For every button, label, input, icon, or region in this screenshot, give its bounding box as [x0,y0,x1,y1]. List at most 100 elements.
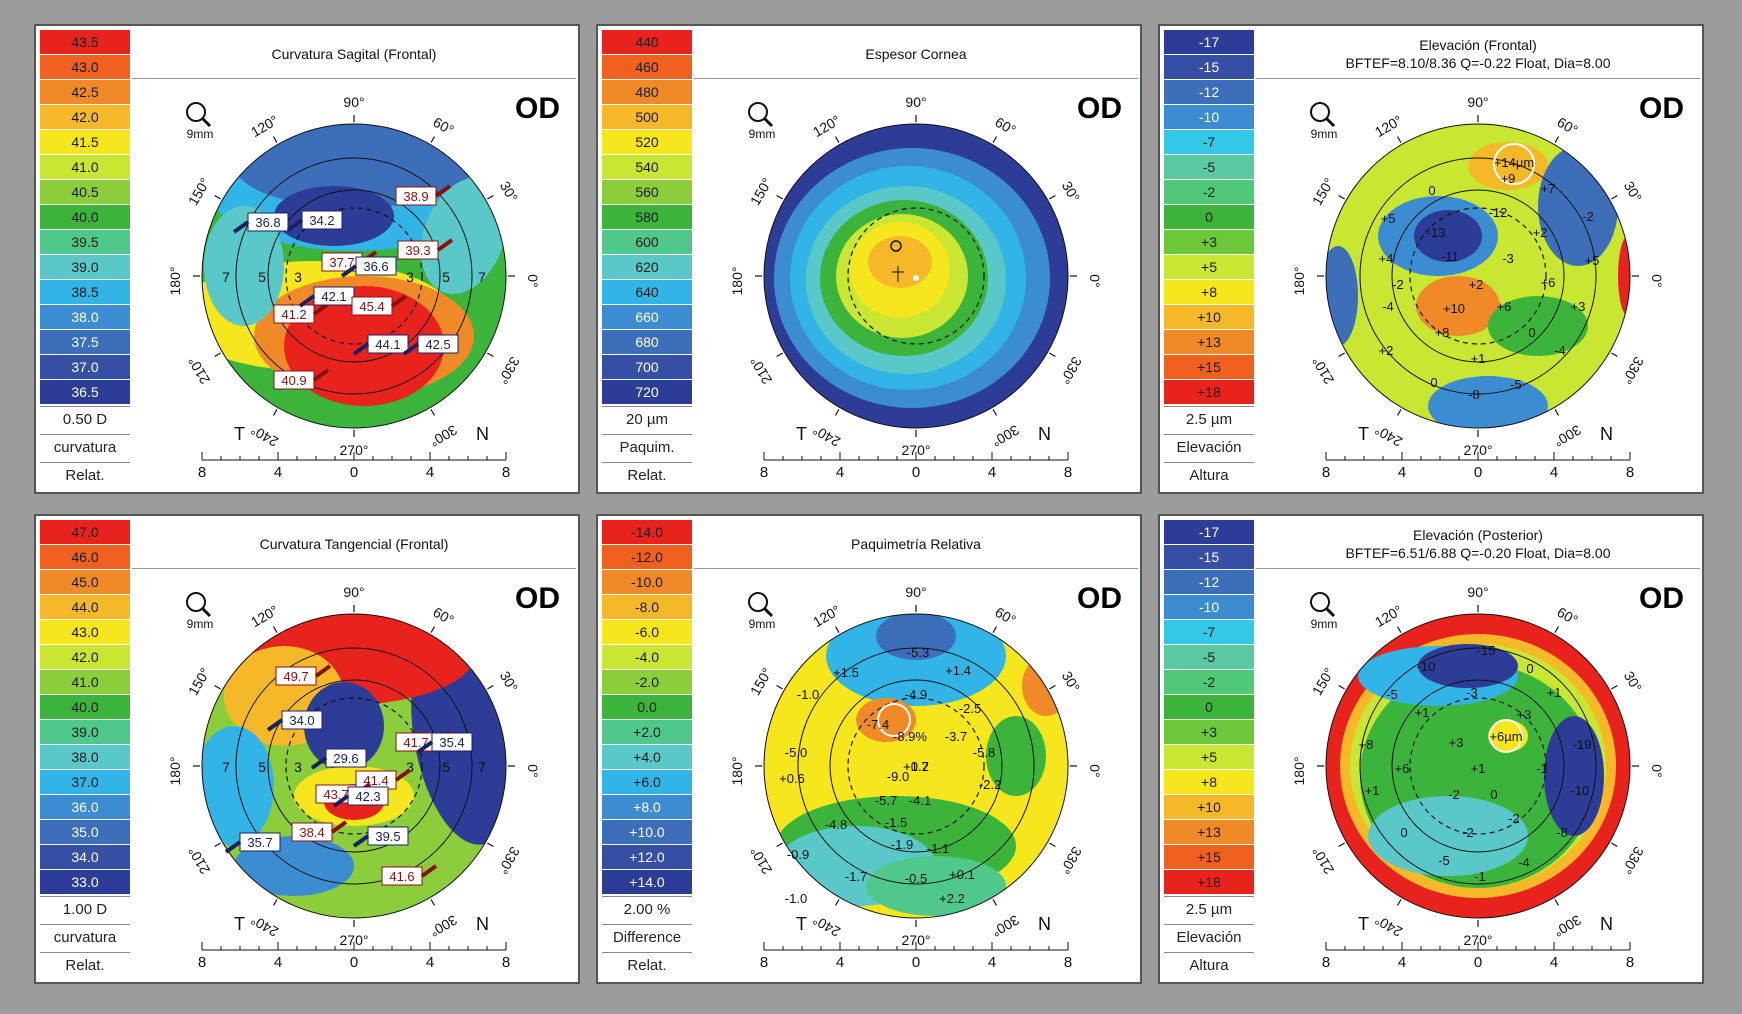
ruler-tick-label: 4 [274,954,282,971]
zoom-icon[interactable]: 9mm [186,592,214,631]
svg-text:+3: +3 [1517,707,1532,722]
angle-label: 300° [1551,422,1584,450]
map-value-label: 36.6 [340,256,397,278]
angle-label: 30° [1059,668,1083,694]
svg-text:-1: -1 [1536,761,1548,776]
map-panel[interactable]: -14.0 -12.0 -10.0 -8.0 -6.0 -4.0 -2.0 0.0 +2.0 +4… [596,514,1142,984]
angle-label: 30° [497,178,521,204]
map-value-label: -2.5 [959,701,981,716]
map-panel[interactable]: -17 -15 -12 -10 -7 -5 -2 0 +3 +5 +8 +10 +13 +15 +18 2.5… [1158,514,1704,984]
map-value-label: -5.8 [973,745,995,760]
legend-swatch: -5 [1164,155,1254,179]
svg-text:-5: -5 [1438,853,1450,868]
nasal-label: N [1038,424,1051,444]
svg-text:-4.1: -4.1 [909,793,931,808]
legend-swatch: -17 [1164,30,1254,54]
legend-swatch: 36.5 [40,380,130,404]
svg-text:35.4: 35.4 [439,735,464,750]
map-value-label: -1.0 [785,891,807,906]
legend-swatch: 560 [602,180,692,204]
angle-label: 150° [1309,665,1337,698]
angle-label: 120° [810,112,843,140]
legend-footer: Difference [602,924,692,951]
svg-text:9mm: 9mm [1311,127,1338,141]
map-value-label: 35.4 [416,732,473,754]
svg-text:-3.7: -3.7 [945,729,967,744]
angle-label: 300° [1551,912,1584,940]
map-value-label: +14µm [1494,155,1534,170]
topography-map: 90° 60° 30° 0° 330° 300° 270° 240° 210° 180° 150° 1… [167,582,560,971]
zoom-icon[interactable]: 9mm [1310,592,1338,631]
map-value-label: 0 [1400,825,1407,840]
svg-text:-2.5: -2.5 [959,701,981,716]
legend-swatch: 480 [602,80,692,104]
map-value-label: +10 [1443,301,1465,316]
svg-text:-4: -4 [1382,299,1394,314]
legend-swatch: 41.5 [40,130,130,154]
angle-label: 150° [1309,175,1337,208]
legend-swatch: 35.0 [40,820,130,844]
map-value-label: -15 [1477,643,1496,658]
angle-label: 240° [248,912,281,940]
ring-number: 7 [478,759,486,775]
legend-swatch: 45.0 [40,570,130,594]
legend-swatch: 500 [602,105,692,129]
zoom-icon[interactable]: 9mm [186,102,214,141]
map-value-label: 42.5 [402,334,459,356]
zoom-icon[interactable]: 9mm [1310,102,1338,141]
angle-label: 270° [1464,932,1493,948]
map-value-label: -3 [1502,251,1514,266]
ruler-tick-label: 4 [1398,464,1406,481]
map-value-label: -1 [1536,761,1548,776]
angle-label: 0° [1087,274,1103,287]
svg-text:35.7: 35.7 [247,835,272,850]
legend-footer: Relat. [40,462,130,489]
map-panel[interactable]: 47.0 46.0 45.0 44.0 43.0 42.0 41.0 40.0 39.0 38.0… [34,514,580,984]
zoom-icon[interactable]: 9mm [748,592,776,631]
svg-text:41.6: 41.6 [389,869,414,884]
svg-text:-2: -2 [1582,209,1594,224]
zoom-icon[interactable]: 9mm [748,102,776,141]
legend-swatch: +6.0 [602,770,692,794]
map-value-label: -11 [1441,249,1459,264]
legend-swatch: +15 [1164,355,1254,379]
svg-text:0: 0 [1428,183,1435,198]
angle-label: 120° [1372,112,1405,140]
angle-label: 270° [340,932,369,948]
legend-footer: Relat. [602,462,692,489]
legend-footer: curvatura [40,924,130,951]
svg-text:+3: +3 [1449,735,1464,750]
topography-map: 90° 60° 30° 0° 330° 300° 270° 240° 210° 180° 150° 1… [1291,92,1684,481]
angle-label: 210° [747,844,775,877]
svg-text:-13: -13 [1427,225,1446,240]
topography-map: 90° 60° 30° 0° 330° 300° 270° 240° 210° 180° 150° 1… [167,92,560,481]
svg-text:+10: +10 [1443,301,1465,316]
color-scale-legend: -14.0 -12.0 -10.0 -8.0 -6.0 -4.0 -2.0 0.0 +2.0 +4… [602,520,692,979]
map-value-label: -0.9 [787,847,809,862]
angle-label: 60° [430,604,456,628]
legend-swatch: 700 [602,355,692,379]
legend-swatch: -8.0 [602,595,692,619]
svg-text:+5: +5 [1381,211,1396,226]
angle-label: 60° [1554,114,1580,138]
color-scale-legend: 43.5 43.0 42.5 42.0 41.5 41.0 40.5 40.0 39.5 39.0… [40,30,130,489]
legend-swatch: 640 [602,280,692,304]
legend-swatch: 33.0 [40,870,130,894]
legend-swatch: 680 [602,330,692,354]
svg-text:-2: -2 [1462,825,1474,840]
map-panel[interactable]: 440 460 480 500 520 540 560 580 600 620 640 660 680 7… [596,24,1142,494]
map-panel[interactable]: 43.5 43.0 42.5 42.0 41.5 41.0 40.5 40.0 39.5 39.0… [34,24,580,494]
legend-swatch: -4.0 [602,645,692,669]
map-value-label: -4 [1518,855,1530,870]
map-value-label: +3 [1449,735,1464,750]
map-value-label: -2 [1508,811,1520,826]
svg-text:+3: +3 [1571,299,1586,314]
svg-text:-5.7: -5.7 [875,793,897,808]
angle-label: 90° [905,584,926,600]
nasal-label: N [1600,914,1613,934]
svg-text:-3: -3 [1466,685,1478,700]
map-panel[interactable]: -17 -15 -12 -10 -7 -5 -2 0 +3 +5 +8 +10 +13 +15 +18 2.5… [1158,24,1704,494]
ruler-tick-label: 4 [1550,954,1558,971]
map-value-label: -5 [1386,687,1398,702]
legend-footer: 2.5 µm [1164,406,1254,433]
